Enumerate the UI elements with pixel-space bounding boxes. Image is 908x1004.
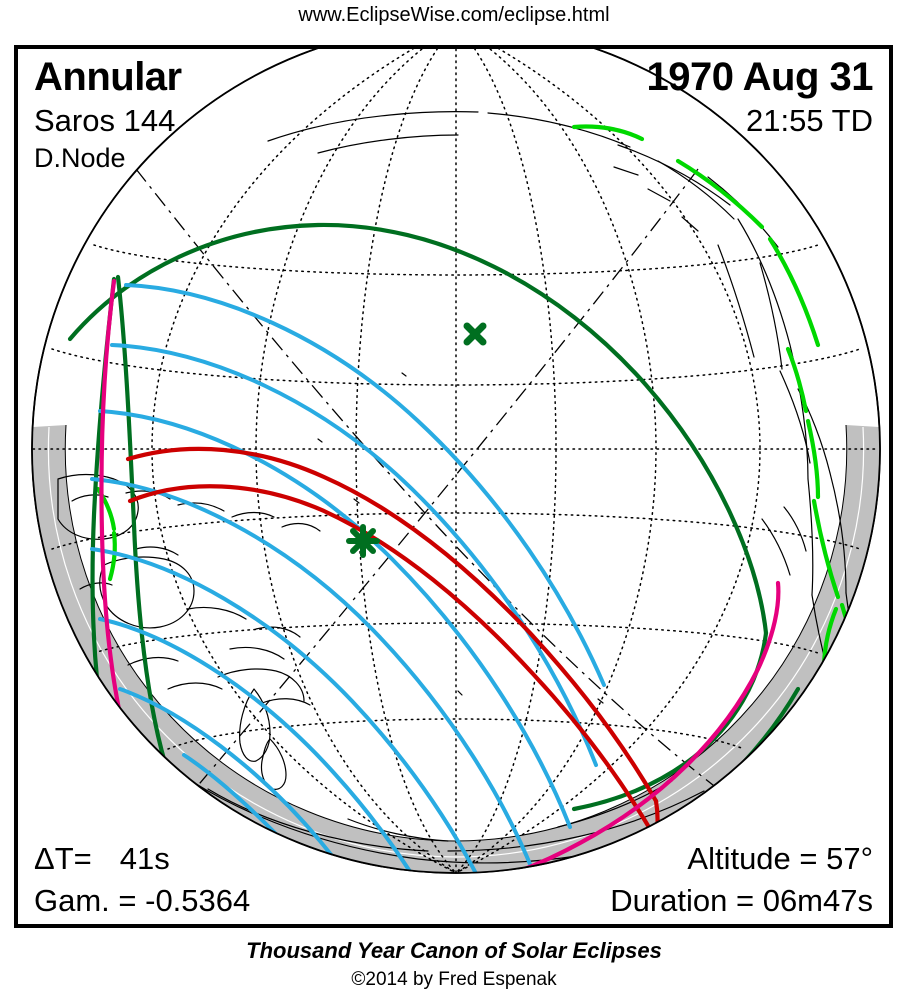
eclipse-chart-frame: Annular Saros 144 D.Node 1970 Aug 31 21:… [14,45,893,928]
axis-guides [135,168,719,810]
duration-label: Duration = 06m47s [610,883,873,918]
altitude-label: Altitude = 57° [687,841,873,876]
copyright-credit: ©2014 by Fred Espenak [351,969,557,990]
delta-t-label: ΔT= [34,841,92,876]
time-contours [90,283,606,873]
eclipse-date-label: 1970 Aug 31 [646,55,874,99]
annular-northern-limit [125,446,659,804]
southern-penumbral-limit [115,274,351,873]
greatest-eclipse-marker [346,524,380,558]
node-label: D.Node [34,143,126,173]
delta-t-row: ΔT= 41s [34,843,170,874]
subsolar-point-marker [463,322,487,346]
source-url: www.EclipseWise.com/eclipse.html [298,4,610,26]
saros-label: Saros 144 [34,103,176,138]
eclipse-type-label: Annular [34,55,182,99]
publication-title: Thousand Year Canon of Solar Eclipses [246,938,662,963]
annular-path-east-end [653,798,660,842]
delta-t-value: 41s [119,841,170,876]
globe-limb [31,49,881,874]
gamma-label: Gam. = -0.5364 [34,883,251,918]
eclipse-time-label: 21:55 TD [746,103,873,138]
annular-southern-limit [127,484,659,842]
globe-map [18,49,889,924]
northern-penumbral-limit [67,222,769,636]
